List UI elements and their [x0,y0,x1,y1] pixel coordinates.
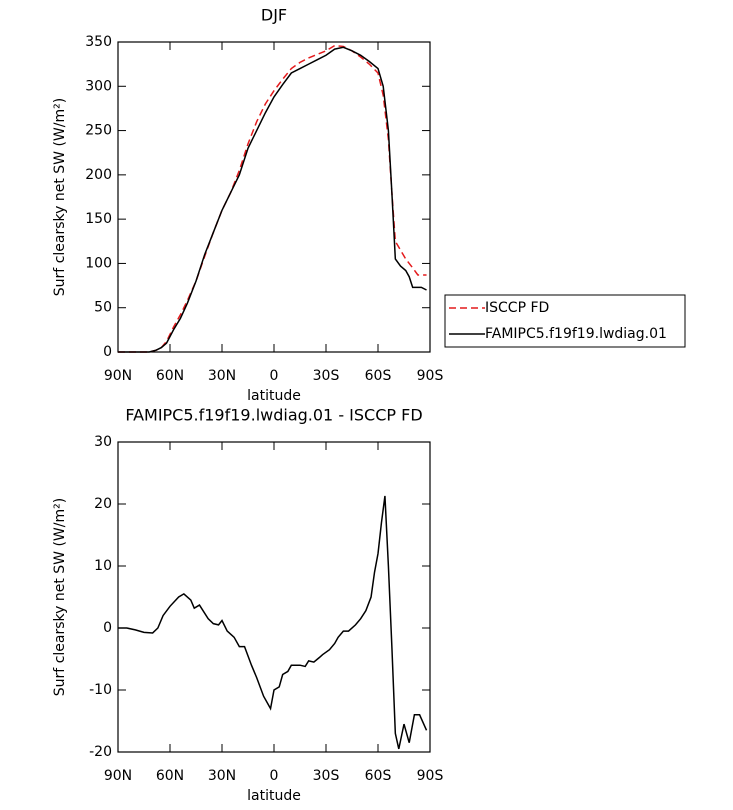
y-tick-label: -20 [89,744,112,760]
y-tick-label: 0 [103,620,112,636]
x-tick-label: 90N [104,768,132,784]
y-tick-label: 200 [85,167,112,183]
x-tick-label: 90S [417,768,444,784]
y-tick-label: 100 [85,255,112,271]
x-axis-label: latitude [247,788,301,804]
x-tick-label: 0 [270,768,279,784]
y-tick-label: 10 [94,558,112,574]
plot-frame [117,441,431,753]
y-tick-label: 0 [103,344,112,360]
x-tick-label: 60S [365,768,392,784]
chart-title: DJF [261,6,287,25]
x-tick-label: 60N [156,368,184,384]
x-tick-label: 60S [365,368,392,384]
y-tick-label: 50 [94,300,112,316]
x-tick-label: 90S [417,368,444,384]
data-line [118,495,428,750]
y-tick-label: -10 [89,682,112,698]
x-tick-label: 30S [313,368,340,384]
x-tick-label: 60N [156,768,184,784]
legend-box [444,294,686,348]
chart-title: FAMIPC5.f19f19.lwdiag.01 - ISCCP FD [125,406,422,425]
legend-label: ISCCP FD [485,300,549,316]
y-axis-label: Surf clearsky net SW (W/m²) [52,98,68,296]
y-tick-label: 20 [94,496,112,512]
y-tick-label: 150 [85,211,112,227]
y-tick-label: 300 [85,78,112,94]
data-line [118,46,427,353]
x-tick-label: 0 [270,368,279,384]
x-tick-label: 30N [208,368,236,384]
x-axis-label: latitude [247,388,301,404]
legend-label: FAMIPC5.f19f19.lwdiag.01 [485,326,667,342]
x-tick-label: 90N [104,368,132,384]
x-tick-label: 30N [208,768,236,784]
y-tick-label: 250 [85,123,112,139]
data-line [118,44,427,353]
y-tick-label: 350 [85,34,112,50]
x-tick-label: 30S [313,768,340,784]
y-tick-label: 30 [94,434,112,450]
y-axis-label: Surf clearsky net SW (W/m²) [52,498,68,696]
